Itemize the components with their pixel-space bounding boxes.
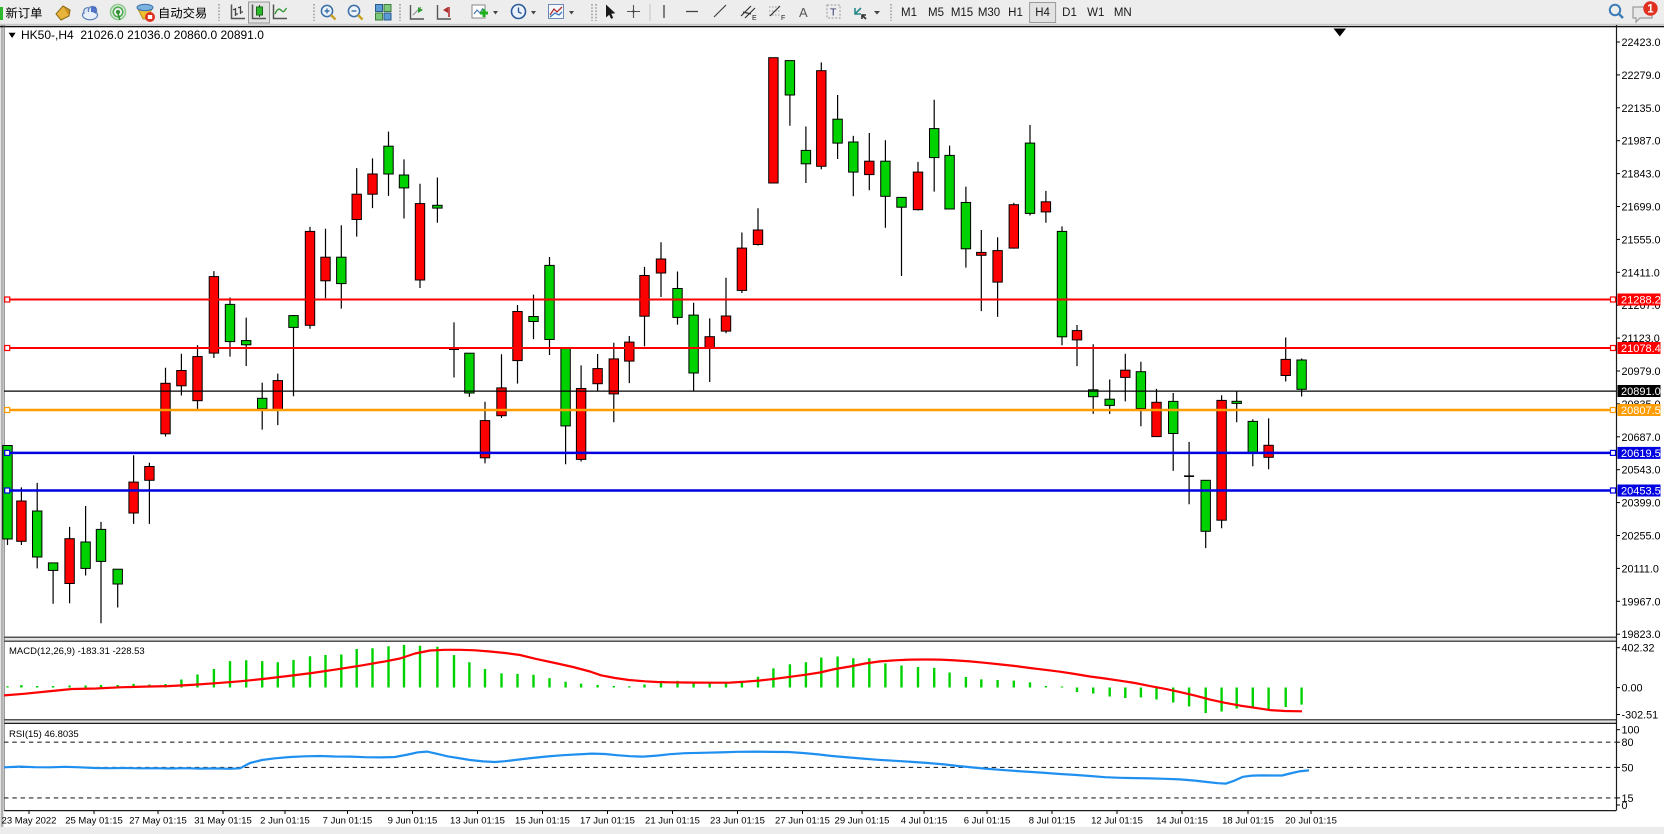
svg-text:0: 0 xyxy=(1622,800,1628,812)
svg-text:-302.51: -302.51 xyxy=(1622,710,1659,722)
svg-text:15 Jun 01:15: 15 Jun 01:15 xyxy=(515,816,570,827)
svg-text:27 Jun 01:15: 27 Jun 01:15 xyxy=(775,816,830,827)
svg-text:20979.0: 20979.0 xyxy=(1622,366,1661,378)
svg-text:HK50-,H4 21026.0 21036.0 2086: HK50-,H4 21026.0 21036.0 20860.0 20891.0 xyxy=(21,28,264,42)
svg-text:21411.0: 21411.0 xyxy=(1622,267,1660,279)
svg-text:9 Jun 01:15: 9 Jun 01:15 xyxy=(388,816,438,827)
svg-text:A: A xyxy=(799,5,808,20)
svg-text:15: 15 xyxy=(1622,793,1634,805)
svg-text:0.00: 0.00 xyxy=(1622,683,1643,695)
svg-text:20255.0: 20255.0 xyxy=(1622,531,1661,543)
svg-text:17 Jun 01:15: 17 Jun 01:15 xyxy=(580,816,635,827)
svg-text:20 Jul 01:15: 20 Jul 01:15 xyxy=(1285,816,1337,827)
svg-text:13 Jun 01:15: 13 Jun 01:15 xyxy=(450,816,505,827)
svg-text:20891.0: 20891.0 xyxy=(1621,386,1661,398)
svg-text:M30: M30 xyxy=(978,7,1000,19)
svg-text:M5: M5 xyxy=(928,7,944,19)
svg-text:21555.0: 21555.0 xyxy=(1622,234,1661,246)
svg-text:20399.0: 20399.0 xyxy=(1622,498,1661,510)
svg-text:H4: H4 xyxy=(1035,7,1050,19)
svg-text:21843.0: 21843.0 xyxy=(1622,169,1661,181)
svg-text:31 May 01:15: 31 May 01:15 xyxy=(194,816,252,827)
svg-text:M1: M1 xyxy=(901,7,917,19)
svg-text:M15: M15 xyxy=(951,7,973,19)
svg-text:20543.0: 20543.0 xyxy=(1622,465,1661,477)
svg-text:25 May 01:15: 25 May 01:15 xyxy=(65,816,123,827)
svg-text:18 Jul 01:15: 18 Jul 01:15 xyxy=(1222,816,1274,827)
svg-text:22279.0: 22279.0 xyxy=(1622,70,1661,82)
svg-text:21288.2: 21288.2 xyxy=(1621,295,1661,307)
svg-text:20619.5: 20619.5 xyxy=(1621,448,1661,460)
svg-text:23 May 2022: 23 May 2022 xyxy=(2,816,57,827)
svg-text:19967.0: 19967.0 xyxy=(1622,596,1661,608)
svg-text:19823.0: 19823.0 xyxy=(1622,629,1661,641)
svg-text:E: E xyxy=(752,15,757,22)
svg-text:12 Jul 01:15: 12 Jul 01:15 xyxy=(1091,816,1143,827)
svg-text:23 Jun 01:15: 23 Jun 01:15 xyxy=(710,816,765,827)
svg-text:402.32: 402.32 xyxy=(1622,643,1655,655)
svg-text:80: 80 xyxy=(1622,737,1634,749)
svg-text:F: F xyxy=(781,15,785,22)
svg-text:4 Jul 01:15: 4 Jul 01:15 xyxy=(901,816,947,827)
svg-text:21078.4: 21078.4 xyxy=(1621,343,1661,355)
svg-text:21987.0: 21987.0 xyxy=(1622,136,1661,148)
svg-text:20453.5: 20453.5 xyxy=(1621,486,1661,498)
svg-text:D1: D1 xyxy=(1062,7,1077,19)
svg-text:50: 50 xyxy=(1622,762,1634,774)
svg-text:T: T xyxy=(830,7,837,19)
svg-text:21 Jun 01:15: 21 Jun 01:15 xyxy=(645,816,700,827)
svg-text:H1: H1 xyxy=(1008,7,1023,19)
svg-text:MN: MN xyxy=(1114,7,1132,19)
svg-text:1: 1 xyxy=(1647,4,1654,16)
svg-text:14 Jul 01:15: 14 Jul 01:15 xyxy=(1156,816,1208,827)
svg-text:22423.0: 22423.0 xyxy=(1622,37,1661,49)
svg-text:2 Jun 01:15: 2 Jun 01:15 xyxy=(260,816,310,827)
svg-text:20111.0: 20111.0 xyxy=(1622,563,1659,575)
svg-text:W1: W1 xyxy=(1087,7,1104,19)
svg-text:MACD(12,26,9) -183.31 -228.53: MACD(12,26,9) -183.31 -228.53 xyxy=(9,646,145,657)
svg-text:RSI(15) 46.8035: RSI(15) 46.8035 xyxy=(9,729,79,740)
svg-text:6 Jul 01:15: 6 Jul 01:15 xyxy=(964,816,1010,827)
svg-text:29 Jun 01:15: 29 Jun 01:15 xyxy=(835,816,890,827)
svg-text:22135.0: 22135.0 xyxy=(1622,103,1661,115)
svg-text:8 Jul 01:15: 8 Jul 01:15 xyxy=(1029,816,1075,827)
svg-text:21699.0: 21699.0 xyxy=(1622,202,1661,214)
svg-text:100: 100 xyxy=(1622,725,1640,737)
svg-text:20807.5: 20807.5 xyxy=(1621,405,1661,417)
svg-text:27 May 01:15: 27 May 01:15 xyxy=(129,816,187,827)
svg-text:7 Jun 01:15: 7 Jun 01:15 xyxy=(323,816,373,827)
svg-text:20687.0: 20687.0 xyxy=(1622,432,1661,444)
